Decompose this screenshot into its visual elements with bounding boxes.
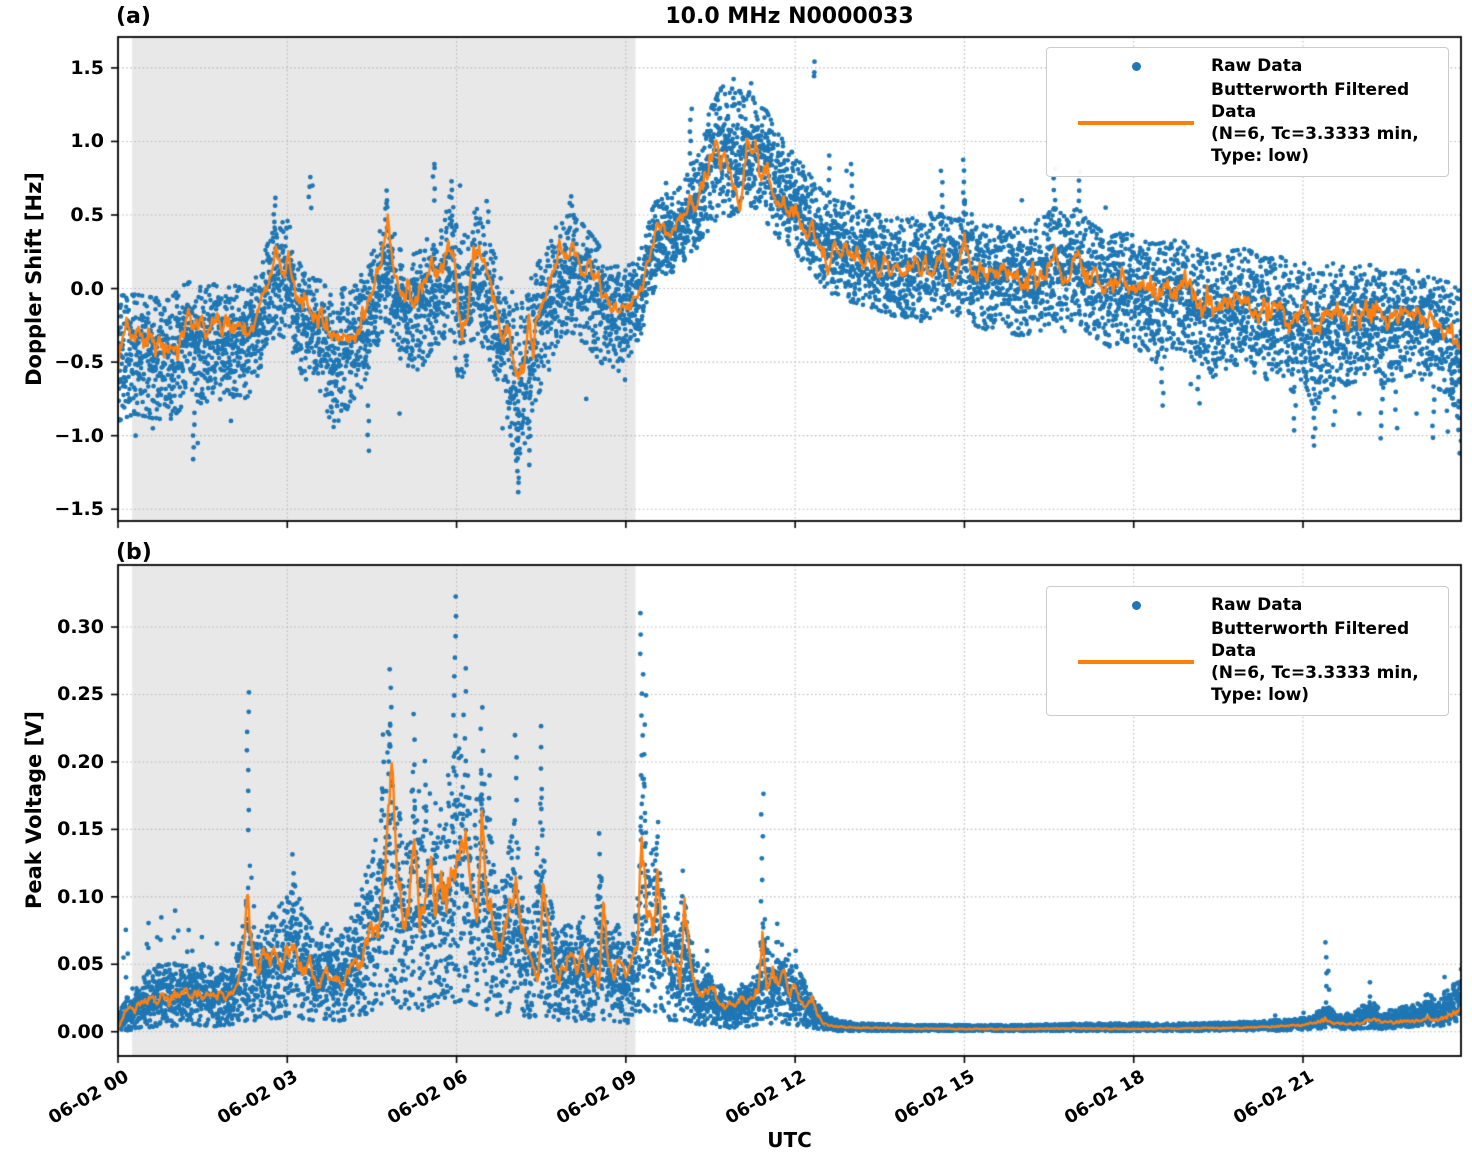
y-tick-label: 0.10 (57, 885, 104, 908)
y-tick-label: 0.30 (57, 616, 104, 639)
y-tick-label: −0.5 (54, 351, 104, 374)
y-tick-label: 0.00 (57, 1020, 104, 1043)
legend-row-raw: Raw Data (1061, 594, 1438, 616)
y-axis-label-b: Peak Voltage [V] (22, 710, 46, 910)
y-tick-label: 0.5 (70, 204, 104, 226)
y-tick-label: 1.0 (70, 130, 104, 153)
legend-row-filtered: Butterworth Filtered Data (N=6, Tc=3.3333… (1061, 618, 1438, 706)
legend-filtered-label-line2: (N=6, Tc=3.3333 min, Type: low) (1211, 663, 1419, 705)
y-tick-label: 0.0 (70, 277, 104, 300)
panel-a-legend: Raw Data Butterworth Filtered Data (N=6, … (1046, 47, 1449, 177)
legend-filtered-line-icon (1078, 660, 1194, 664)
legend-filtered-label-line1: Butterworth Filtered Data (1211, 80, 1410, 122)
y-tick-label: −1.0 (54, 424, 104, 447)
legend-raw-dot-icon (1131, 61, 1141, 71)
panel-a-label: (a) (116, 4, 151, 29)
legend-raw-marker-area (1061, 600, 1211, 610)
legend-filtered-marker-area (1061, 121, 1211, 125)
legend-filtered-label-line2: (N=6, Tc=3.3333 min, Type: low) (1211, 124, 1419, 166)
y-tick-label: 0.05 (57, 953, 104, 976)
panel-b-label: (b) (116, 540, 152, 565)
figure-title: 10.0 MHz N0000033 (665, 4, 914, 29)
legend-raw-marker-area (1061, 61, 1211, 71)
legend-row-raw: Raw Data (1061, 55, 1438, 77)
x-axis-label: UTC (767, 1128, 812, 1152)
legend-filtered-label-line1: Butterworth Filtered Data (1211, 619, 1410, 661)
y-tick-label: 0.15 (57, 818, 104, 841)
legend-filtered-marker-area (1061, 660, 1211, 664)
legend-raw-label: Raw Data (1211, 56, 1303, 76)
legend-raw-dot-icon (1131, 600, 1141, 610)
legend-row-filtered: Butterworth Filtered Data (N=6, Tc=3.3333… (1061, 79, 1438, 167)
legend-filtered-line-icon (1078, 121, 1194, 125)
legend-filtered-label: Butterworth Filtered Data (N=6, Tc=3.3333… (1211, 618, 1438, 706)
y-tick-label: −1.5 (54, 498, 104, 521)
y-tick-label: 0.20 (57, 750, 104, 773)
y-tick-label: 0.25 (57, 683, 104, 706)
y-tick-label: 1.5 (70, 56, 104, 79)
legend-raw-label: Raw Data (1211, 595, 1303, 615)
panel-b-legend: Raw Data Butterworth Filtered Data (N=6, … (1046, 586, 1449, 716)
legend-filtered-label: Butterworth Filtered Data (N=6, Tc=3.3333… (1211, 79, 1438, 167)
